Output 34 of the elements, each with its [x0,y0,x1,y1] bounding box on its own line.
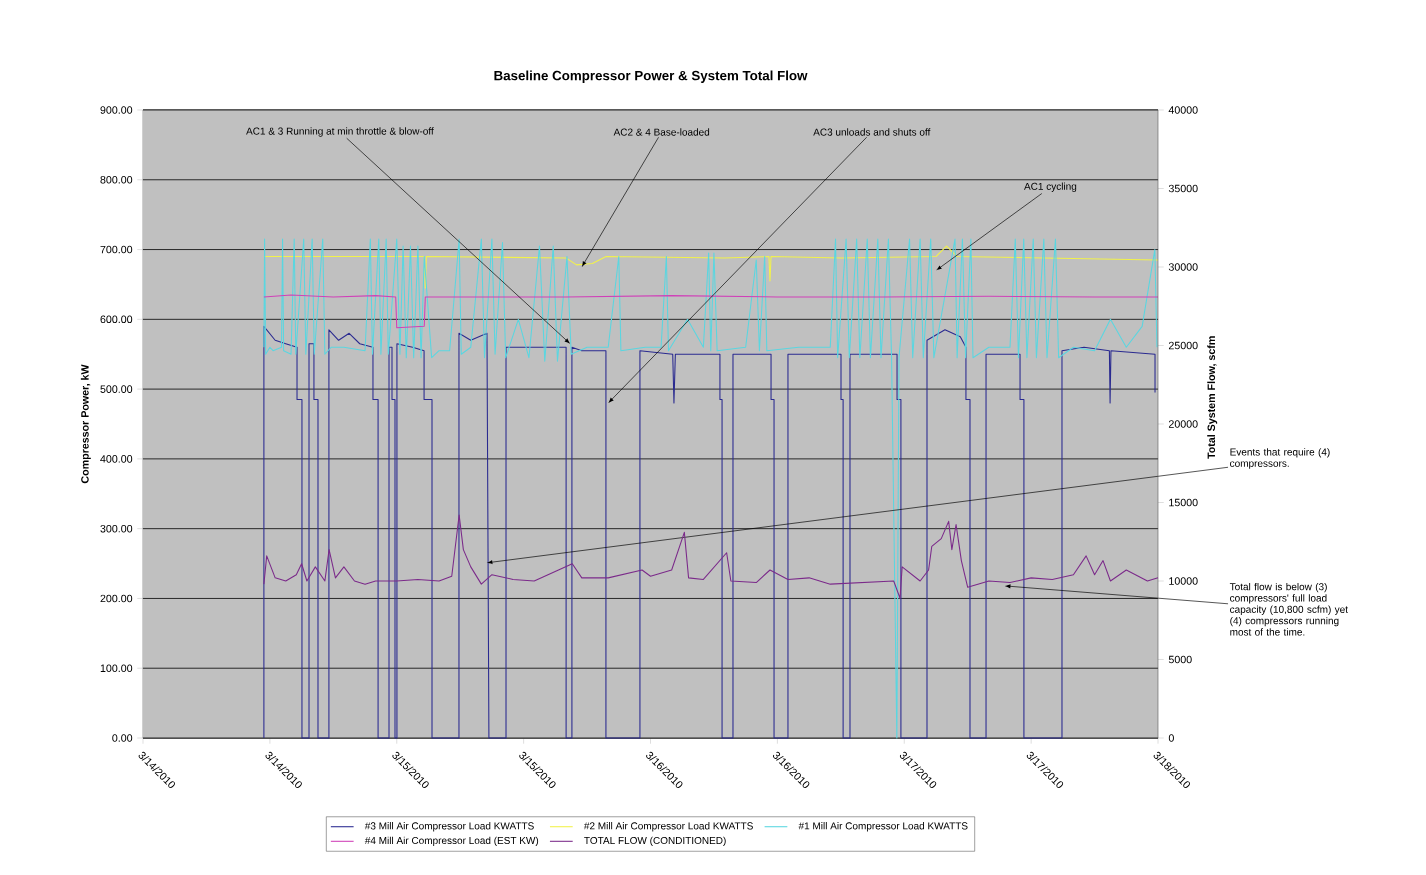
legend-label: TOTAL FLOW (CONDITIONED) [584,836,726,846]
legend-label: #3 Mill Air Compressor Load KWATTS [364,822,534,832]
y2-tick-label: 25000 [1168,341,1198,350]
y-tick-label: 0.00 [112,734,133,742]
line-series [263,238,1158,739]
legend-label: #2 Mill Air Compressor Load KWATTS [583,822,753,832]
y-tick-label: 200.00 [100,594,133,603]
legend-label: #4 Mill Air Compressor Load (EST KW) [364,836,539,846]
legend-label: #1 Mill Air Compressor Load KWATTS [798,822,968,832]
y-tick-label: 300.00 [100,524,133,533]
y-axis-title: Compressor Power, kW [80,364,91,484]
y2-tick-label: 20000 [1168,420,1198,428]
y-tick-label: 700.00 [100,245,133,254]
y2-tick-label: 10000 [1169,577,1198,585]
y2-tick-label: 15000 [1169,498,1198,507]
y2-tick-label: 0 [1168,734,1174,742]
y-tick-label: 900.00 [100,106,133,114]
y-tick-label: 500.00 [100,385,133,393]
chart-title: Baseline Compressor Power & System Total Flow [494,70,808,83]
annotation: Total flow is below (3) compressors' full load capacity (10,800 scfm) yet (4) compressors running most of the time. [1229,582,1348,636]
annotation: AC3 unloads and shuts off [813,128,931,136]
y-tick-label: 600.00 [100,315,133,324]
annotation: AC1 & 3 Running at min throttle & blow-off [246,127,434,137]
y-tick-label: 400.00 [100,455,133,463]
annotation: AC1 cycling [1024,182,1077,192]
y2-tick-label: 35000 [1168,184,1198,193]
y-tick-label: 800.00 [100,176,133,184]
y2-tick-label: 5000 [1168,655,1192,664]
y2-axis-title: Total System Flow, scfm [1207,336,1218,459]
y2-tick-label: 30000 [1168,263,1198,271]
annotation: Events that require (4) compressors. [1230,448,1330,469]
annotation: AC2 & 4 Base-loaded [613,128,710,136]
y-tick-label: 100.00 [100,664,133,672]
y2-tick-label: 40000 [1168,106,1198,114]
